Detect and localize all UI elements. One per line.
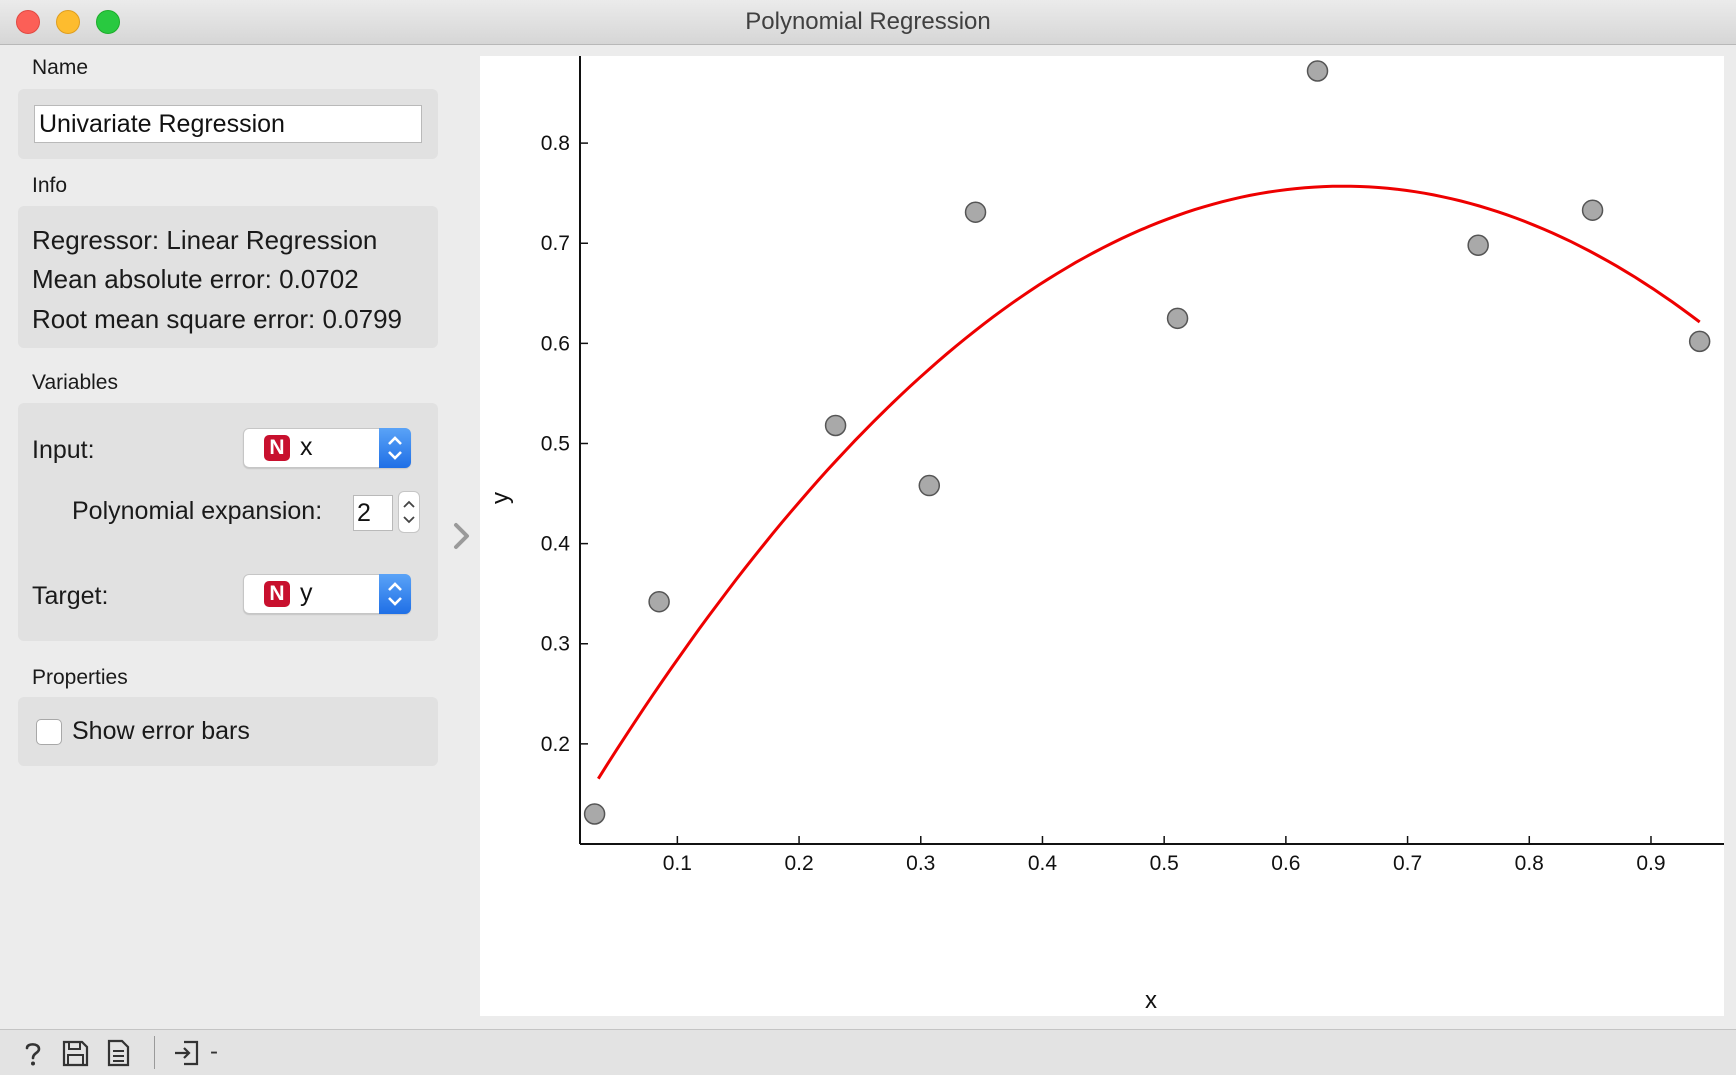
polynomial-expansion-input[interactable]: 2 <box>353 495 393 531</box>
variables-section-label: Variables <box>32 371 118 394</box>
data-point <box>1581 199 1604 221</box>
data-point <box>648 590 670 613</box>
x-tick-label: 0.1 <box>663 852 692 875</box>
maximize-window-button[interactable] <box>96 10 120 34</box>
title-bar: Polynomial Regression <box>0 0 1736 45</box>
status-bar: - <box>0 1029 1736 1075</box>
chevron-updown-icon <box>379 428 411 468</box>
info-box <box>18 206 438 348</box>
data-point <box>1467 234 1489 256</box>
x-tick-label: 0.5 <box>1150 852 1179 875</box>
x-tick-label: 0.4 <box>1028 852 1058 875</box>
collapse-arrow-icon[interactable] <box>450 520 474 552</box>
regression-line <box>597 184 1701 780</box>
target-variable-value: y <box>300 579 313 607</box>
data-point <box>1688 330 1711 353</box>
show-error-bars-checkbox[interactable] <box>36 719 62 745</box>
x-axis-label: x <box>1145 987 1157 1014</box>
input-signal-icon <box>172 1038 202 1068</box>
close-window-button[interactable] <box>16 10 40 34</box>
data-point <box>964 201 987 223</box>
status-separator <box>154 1036 155 1069</box>
numeric-variable-icon: N <box>264 435 290 461</box>
data-point <box>583 803 606 825</box>
window-title: Polynomial Regression <box>745 8 991 35</box>
data-point <box>824 414 847 437</box>
rmse-info: Root mean square error: 0.0799 <box>32 304 402 334</box>
report-icon[interactable] <box>103 1038 133 1068</box>
x-tick-label: 0.7 <box>1393 852 1422 875</box>
plot-area[interactable]: 0.1 0.2 0.3 0.4 0.5 0.6 0.7 0.8 0.9 0.2 0.3 0.4 0.5 0… <box>480 56 1724 1016</box>
properties-section-label: Properties <box>32 666 128 689</box>
regression-chart: 0.1 0.2 0.3 0.4 0.5 0.6 0.7 0.8 0.9 0.2 0.3 0.4 0.5 0… <box>487 56 1724 1014</box>
x-tick-label: 0.2 <box>784 852 813 875</box>
x-tick-label: 0.9 <box>1636 852 1665 875</box>
name-section-label: Name <box>32 56 89 79</box>
polynomial-expansion-label: Polynomial expansion: <box>72 497 323 525</box>
input-variable-select[interactable]: N x <box>243 428 411 468</box>
data-point <box>1166 307 1189 330</box>
y-tick-label: 0.7 <box>541 232 570 255</box>
data-point <box>1306 60 1329 82</box>
x-tick-label: 0.8 <box>1515 852 1544 875</box>
minimize-window-button[interactable] <box>56 10 80 34</box>
help-icon[interactable] <box>18 1038 48 1068</box>
polynomial-expansion-stepper[interactable] <box>398 491 420 533</box>
info-section-label: Info <box>32 174 68 197</box>
chevron-updown-icon <box>379 574 411 614</box>
y-tick-label: 0.4 <box>541 533 571 556</box>
target-variable-select[interactable]: N y <box>243 574 411 614</box>
data-point <box>918 474 941 497</box>
show-error-bars-label[interactable]: Show error bars <box>72 717 250 745</box>
save-icon[interactable] <box>60 1038 90 1068</box>
y-tick-label: 0.2 <box>541 733 570 756</box>
y-axis-label: y <box>487 492 514 504</box>
status-text: - <box>210 1038 218 1065</box>
x-tick-label: 0.3 <box>906 852 935 875</box>
mae-info: Mean absolute error: 0.0702 <box>32 264 359 294</box>
regressor-info: Regressor: Linear Regression <box>32 225 378 255</box>
x-tick-label: 0.6 <box>1271 852 1300 875</box>
input-label: Input: <box>32 436 95 464</box>
y-tick-label: 0.5 <box>541 432 570 455</box>
numeric-variable-icon: N <box>264 581 290 607</box>
input-variable-value: x <box>300 433 313 461</box>
properties-box <box>18 697 438 766</box>
name-input[interactable]: Univariate Regression <box>34 105 422 143</box>
y-tick-label: 0.3 <box>541 633 570 656</box>
y-tick-label: 0.8 <box>541 132 570 155</box>
y-tick-label: 0.6 <box>541 332 570 355</box>
target-label: Target: <box>32 582 109 610</box>
